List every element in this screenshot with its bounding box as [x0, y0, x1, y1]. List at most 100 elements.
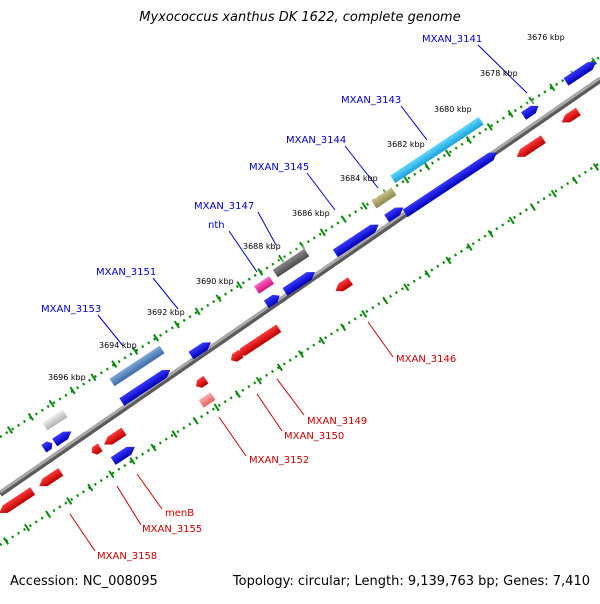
- gene-mxan-3153[interactable]: [107, 340, 168, 387]
- ruler-label: 3686 kbp: [292, 209, 330, 218]
- ruler-tick: [529, 203, 536, 211]
- gene-label-reverse[interactable]: MXAN_3155: [142, 524, 202, 535]
- gene-feature-rev[interactable]: [557, 102, 584, 126]
- gene-nth-b[interactable]: [262, 286, 286, 309]
- gene-bevel: [193, 370, 205, 383]
- gene-mxan-3147b[interactable]: [280, 262, 321, 296]
- gene-bevel: [563, 52, 595, 79]
- leader-mxan-3143: [400, 105, 428, 141]
- ruler-tick: [255, 376, 262, 385]
- gene-bevel: [52, 422, 70, 439]
- gene-mxan-3149[interactable]: [232, 318, 284, 360]
- gene-feature-fwd-d[interactable]: [108, 437, 140, 465]
- gene-mxan-3155[interactable]: [99, 422, 130, 448]
- gene-label-forward[interactable]: nth: [208, 220, 225, 231]
- gene-mxan-3143[interactable]: [400, 143, 502, 218]
- gene-label-forward[interactable]: MXAN_3147: [194, 201, 254, 212]
- ruler-tick: [257, 267, 264, 276]
- ruler-tick: [403, 283, 410, 292]
- gene-body: [195, 375, 209, 388]
- gene-label-forward[interactable]: MXAN_3145: [249, 162, 309, 173]
- gene-label-reverse[interactable]: MXAN_3150: [284, 431, 344, 442]
- gene-bevel: [390, 111, 480, 176]
- ruler-tick: [340, 215, 347, 224]
- gene-nth[interactable]: [252, 270, 278, 294]
- gene-feature-fwd[interactable]: [519, 96, 545, 120]
- ruler-tick: [2, 537, 10, 545]
- gene-label-reverse[interactable]: MXAN_3152: [249, 455, 309, 466]
- gene-mxan-3145[interactable]: [382, 198, 409, 223]
- gene-body: [198, 392, 216, 408]
- gene-feature-rev-b[interactable]: [512, 129, 549, 161]
- gene-bevel: [198, 386, 212, 401]
- gene-mxan-3145b[interactable]: [331, 215, 385, 258]
- gene-mxan-3141[interactable]: [561, 52, 600, 86]
- gene-feature-fwd-b[interactable]: [50, 422, 77, 447]
- leader-mxan-3146: [367, 321, 394, 358]
- gene-label-forward[interactable]: MXAN_3141: [422, 34, 482, 45]
- gene-feature-rev-c[interactable]: [34, 462, 66, 490]
- ruler-tick: [278, 254, 285, 263]
- ruler-tick: [27, 412, 34, 421]
- gene-body: [332, 224, 379, 258]
- gene-body: [254, 276, 274, 294]
- gene-label-forward[interactable]: MXAN_3143: [341, 95, 401, 106]
- ruler-tick: [87, 483, 94, 492]
- gene-mxan-3153b[interactable]: [117, 360, 176, 406]
- gene-mxan-3151[interactable]: [186, 333, 217, 360]
- gene-bevel: [521, 96, 538, 113]
- gene-body: [103, 427, 127, 445]
- ruler-tick: [444, 149, 452, 158]
- gene-label-reverse[interactable]: MXAN_3158: [97, 551, 157, 562]
- gene-body: [237, 324, 282, 356]
- gene-bevel: [234, 318, 278, 353]
- ruler-label: 3690 kbp: [196, 277, 234, 286]
- gene-label-forward[interactable]: MXAN_3153: [41, 304, 101, 315]
- gene-label-forward[interactable]: MXAN_3151: [96, 267, 156, 278]
- gene-body: [41, 441, 53, 453]
- ruler-tick: [171, 430, 178, 439]
- ruler-tick: [234, 390, 241, 398]
- gene-bevel: [36, 462, 60, 483]
- gene-menb[interactable]: [87, 437, 106, 457]
- ruler-tick: [173, 320, 180, 329]
- gene-mxan-3143-product[interactable]: [388, 111, 487, 184]
- gene-label-reverse[interactable]: menB: [165, 508, 194, 519]
- gene-mxan-3144[interactable]: [369, 182, 400, 209]
- ruler-tick: [424, 269, 431, 278]
- gene-label-forward[interactable]: MXAN_3144: [286, 135, 346, 146]
- gene-body: [110, 446, 135, 465]
- ruler-label: 3678 kbp: [480, 69, 518, 78]
- gene-mxan-3146[interactable]: [331, 271, 357, 295]
- ruler-tick: [129, 456, 136, 465]
- ruler-tick: [319, 336, 326, 345]
- ruler-tick: [361, 310, 368, 318]
- gene-feature-fwd-c[interactable]: [39, 433, 58, 453]
- ruler-label: 3684 kbp: [340, 174, 378, 183]
- gene-label-reverse[interactable]: MXAN_3149: [307, 416, 367, 427]
- gene-mxan-3158[interactable]: [0, 481, 38, 517]
- gene-body: [561, 107, 581, 123]
- ruler-tick: [592, 163, 600, 171]
- ruler-tick: [466, 243, 473, 252]
- leader-nth: [228, 230, 258, 273]
- gene-bevel: [402, 143, 496, 210]
- leader-mxan-3151: [152, 277, 179, 310]
- ruler-tick: [132, 347, 139, 355]
- gene-body: [272, 248, 310, 278]
- ruler-tick: [424, 162, 431, 171]
- ruler-tick: [382, 296, 389, 305]
- gene-feature-light[interactable]: [40, 404, 71, 431]
- gene-mxan-3152[interactable]: [196, 386, 218, 408]
- ruler-tick: [150, 443, 157, 452]
- gene-body: [263, 294, 280, 309]
- gene-bevel: [42, 404, 64, 423]
- gene-body: [119, 369, 171, 406]
- gene-mxan-3147[interactable]: [270, 243, 312, 278]
- gene-label-reverse[interactable]: MXAN_3146: [396, 354, 456, 365]
- ruler-tick: [508, 216, 515, 225]
- gene-mxan-3149b[interactable]: [226, 344, 247, 364]
- gene-mxan-3150[interactable]: [191, 370, 212, 390]
- ruler-label: 3682 kbp: [387, 140, 425, 149]
